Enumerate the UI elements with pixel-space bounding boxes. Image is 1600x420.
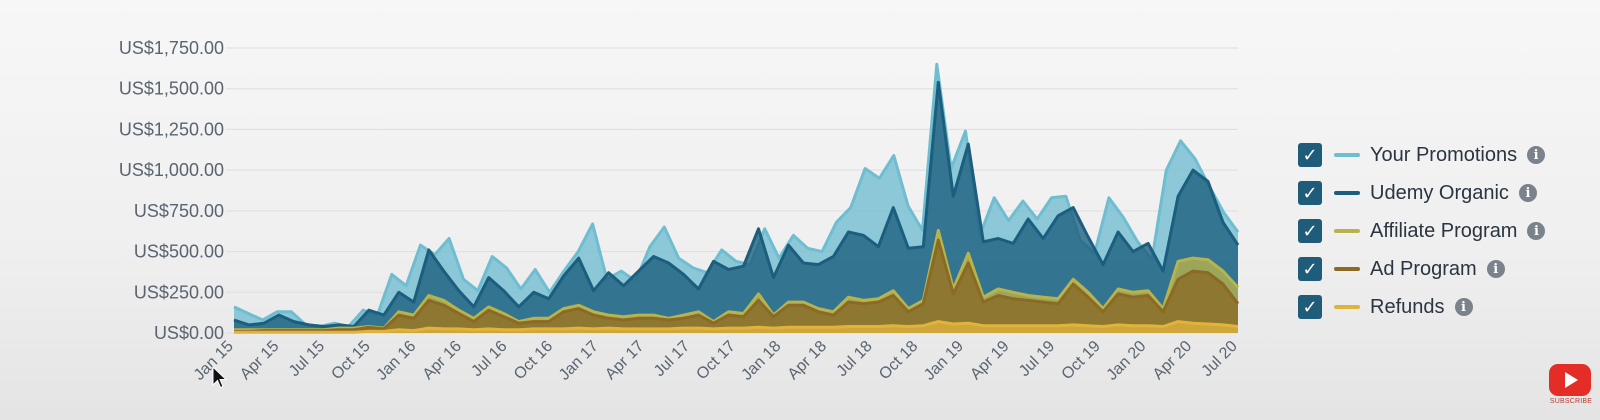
x-tick-label: Jul 15 xyxy=(286,338,328,380)
x-tick-label: Apr 18 xyxy=(785,338,830,383)
x-tick-label: Oct 18 xyxy=(876,338,921,383)
legend-label: Udemy Organic xyxy=(1370,181,1509,204)
y-tick-label: US$1,250.00 xyxy=(119,119,224,139)
checkbox-checked-icon[interactable]: ✓ xyxy=(1298,257,1322,281)
legend-swatch xyxy=(1334,153,1360,157)
checkbox-checked-icon[interactable]: ✓ xyxy=(1298,219,1322,243)
subscribe-badge[interactable]: SUBSCRIBE xyxy=(1549,364,1593,408)
x-tick-label: Jan 17 xyxy=(556,338,602,384)
legend-swatch xyxy=(1334,229,1360,233)
info-icon[interactable]: i xyxy=(1518,184,1537,202)
mouse-cursor-icon xyxy=(212,366,228,389)
legend-item-your-promotions[interactable]: ✓ Your Promotions i xyxy=(1298,136,1546,174)
series-line-affiliate-program xyxy=(234,228,1240,332)
x-tick-label: Jul 18 xyxy=(834,338,876,380)
legend-item-refunds[interactable]: ✓ Refunds i xyxy=(1298,288,1545,326)
legend-swatch xyxy=(1334,267,1360,271)
legend-swatch xyxy=(1334,191,1360,195)
y-tick-label: US$1,750.00 xyxy=(119,38,224,58)
legend-label: Affiliate Program xyxy=(1370,219,1518,242)
x-tick-label: Apr 20 xyxy=(1150,338,1195,383)
y-tick-label: US$500.00 xyxy=(134,242,224,262)
x-tick-label: Jan 16 xyxy=(373,338,419,384)
info-icon[interactable]: i xyxy=(1527,146,1546,164)
x-tick-label: Jul 19 xyxy=(1016,338,1058,380)
y-tick-label: US$250.00 xyxy=(134,282,224,302)
info-icon[interactable]: i xyxy=(1454,298,1473,316)
series-line-ad-program xyxy=(234,238,1240,333)
series-areas xyxy=(233,62,1240,334)
series-line-refunds xyxy=(234,320,1239,334)
x-tick-label: Jul 20 xyxy=(1199,338,1241,380)
x-axis: Jan 15 Apr 15 Jul 15 Oct 15 Jan 16 Apr 16 Jul … xyxy=(191,338,1241,384)
checkbox-checked-icon[interactable]: ✓ xyxy=(1298,143,1322,167)
x-tick-label: Oct 19 xyxy=(1059,338,1104,383)
series-area-ad-program xyxy=(234,240,1238,333)
y-tick-label: US$750.00 xyxy=(134,201,224,221)
legend-label: Ad Program xyxy=(1370,257,1477,280)
series-area-udemy-organic xyxy=(234,82,1238,333)
youtube-play-icon[interactable] xyxy=(1549,364,1591,396)
legend-item-ad-program[interactable]: ✓ Ad Program i xyxy=(1298,250,1545,288)
x-tick-label: Jan 18 xyxy=(738,338,784,384)
checkbox-checked-icon[interactable]: ✓ xyxy=(1298,295,1322,319)
legend-label: Your Promotions xyxy=(1370,143,1518,166)
x-tick-label: Jan 19 xyxy=(921,338,967,384)
x-tick-label: Jan 20 xyxy=(1104,338,1150,384)
x-tick-label: Apr 19 xyxy=(967,338,1012,383)
x-tick-label: Apr 17 xyxy=(602,338,647,383)
x-tick-label: Apr 16 xyxy=(420,338,465,383)
checkbox-checked-icon[interactable]: ✓ xyxy=(1298,181,1322,205)
legend-item-udemy-organic[interactable]: ✓ Udemy Organic i xyxy=(1298,174,1545,212)
x-tick-label: Jul 17 xyxy=(651,338,693,380)
legend-label: Refunds xyxy=(1370,295,1445,318)
x-tick-label: Oct 17 xyxy=(693,338,738,383)
y-tick-label: US$1,500.00 xyxy=(119,79,224,99)
y-tick-label: US$0.00 xyxy=(154,323,224,343)
info-icon[interactable]: i xyxy=(1486,260,1505,278)
series-line-udemy-organic xyxy=(233,80,1240,328)
y-axis: US$0.00 US$250.00 US$500.00 US$750.00 US$1,0… xyxy=(119,38,224,343)
legend-swatch xyxy=(1334,305,1360,309)
x-tick-label: Oct 16 xyxy=(511,338,556,383)
y-tick-label: US$1,000.00 xyxy=(119,160,224,180)
x-tick-label: Apr 15 xyxy=(237,338,282,383)
legend-item-affiliate-program[interactable]: ✓ Affiliate Program i xyxy=(1298,212,1546,250)
x-tick-label: Oct 15 xyxy=(328,338,373,383)
info-icon[interactable]: i xyxy=(1527,222,1546,240)
subscribe-label: SUBSCRIBE xyxy=(1549,398,1593,405)
x-tick-label: Jul 16 xyxy=(468,338,510,380)
chart-legend: ✓ Your Promotions i ✓ Udemy Organic i ✓ … xyxy=(1298,136,1546,326)
